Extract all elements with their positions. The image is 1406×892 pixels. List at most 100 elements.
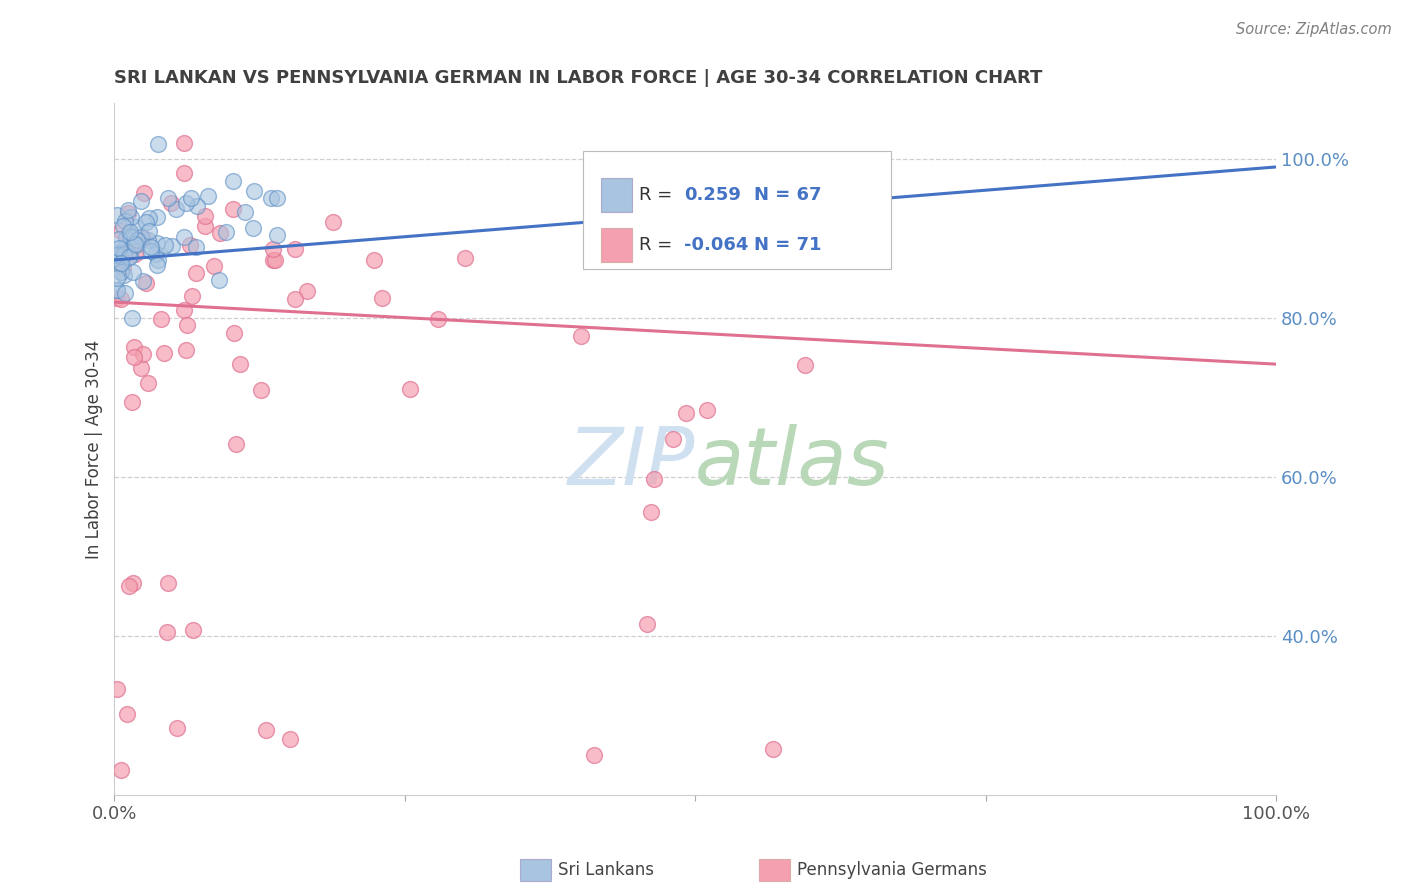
Point bbox=[124, 247, 146, 261]
Text: Sri Lankans: Sri Lankans bbox=[558, 861, 654, 879]
Point bbox=[582, 748, 605, 763]
Point bbox=[222, 326, 245, 340]
Point bbox=[165, 202, 187, 216]
Point bbox=[139, 240, 162, 254]
Point bbox=[118, 250, 141, 264]
Point bbox=[105, 248, 128, 262]
Point bbox=[793, 358, 815, 372]
Point bbox=[173, 302, 195, 317]
Point bbox=[186, 199, 208, 213]
Point bbox=[115, 706, 138, 721]
Point bbox=[146, 253, 169, 268]
Point bbox=[266, 227, 288, 242]
Point bbox=[107, 246, 129, 260]
Text: 0.259: 0.259 bbox=[685, 186, 741, 203]
Point bbox=[131, 230, 153, 244]
Point bbox=[112, 268, 135, 282]
Point bbox=[427, 311, 450, 326]
Point bbox=[173, 166, 195, 180]
Text: SRI LANKAN VS PENNSYLVANIA GERMAN IN LABOR FORCE | AGE 30-34 CORRELATION CHART: SRI LANKAN VS PENNSYLVANIA GERMAN IN LAB… bbox=[114, 69, 1043, 87]
Point bbox=[124, 238, 146, 252]
Point bbox=[105, 291, 128, 305]
Point bbox=[179, 238, 201, 252]
Point bbox=[208, 273, 231, 287]
Point bbox=[243, 184, 266, 198]
Point bbox=[242, 220, 264, 235]
Point bbox=[295, 285, 318, 299]
Point bbox=[569, 329, 592, 343]
Point bbox=[122, 350, 145, 364]
Point bbox=[110, 763, 132, 777]
Point bbox=[138, 211, 160, 226]
Point bbox=[186, 266, 208, 280]
Point bbox=[138, 224, 160, 238]
Point bbox=[264, 252, 287, 267]
Point bbox=[118, 579, 141, 593]
Text: ZIP: ZIP bbox=[568, 424, 695, 502]
Point bbox=[173, 136, 195, 150]
Point bbox=[284, 242, 307, 256]
Text: R =: R = bbox=[640, 236, 678, 254]
Point bbox=[249, 383, 271, 397]
Point bbox=[110, 249, 132, 263]
Point bbox=[110, 265, 132, 279]
Text: R =: R = bbox=[640, 186, 678, 203]
Point bbox=[114, 285, 136, 300]
Point bbox=[117, 206, 139, 220]
Point bbox=[114, 214, 136, 228]
Point bbox=[146, 211, 169, 225]
Point bbox=[173, 229, 195, 244]
Point bbox=[160, 239, 183, 253]
Point bbox=[607, 155, 630, 169]
Point bbox=[215, 226, 238, 240]
Point bbox=[160, 196, 183, 211]
Point bbox=[131, 274, 153, 288]
Point bbox=[150, 312, 173, 326]
Point bbox=[176, 318, 198, 332]
Point bbox=[661, 432, 683, 446]
Point bbox=[197, 189, 219, 203]
Point bbox=[266, 190, 288, 204]
Point bbox=[120, 228, 142, 243]
Point bbox=[120, 230, 142, 244]
Point bbox=[156, 191, 179, 205]
Point bbox=[194, 209, 217, 223]
Point bbox=[181, 623, 204, 637]
Point bbox=[225, 437, 247, 451]
Point bbox=[643, 472, 665, 486]
Point bbox=[120, 249, 142, 263]
Point bbox=[114, 230, 136, 244]
Point bbox=[131, 361, 153, 376]
Text: Source: ZipAtlas.com: Source: ZipAtlas.com bbox=[1236, 22, 1392, 37]
Point bbox=[107, 241, 129, 255]
Point bbox=[135, 215, 157, 229]
Point bbox=[121, 395, 143, 409]
Point bbox=[146, 236, 169, 251]
Point bbox=[112, 241, 135, 255]
Point bbox=[262, 252, 284, 267]
Point bbox=[127, 233, 149, 247]
Point bbox=[111, 257, 134, 271]
Point bbox=[112, 247, 135, 261]
Y-axis label: In Labor Force | Age 30-34: In Labor Force | Age 30-34 bbox=[86, 340, 103, 558]
Point bbox=[174, 195, 197, 210]
Point bbox=[112, 219, 135, 233]
Point bbox=[254, 723, 277, 737]
Point bbox=[145, 246, 167, 260]
Point bbox=[229, 357, 252, 371]
Point bbox=[114, 244, 136, 258]
Point bbox=[180, 191, 202, 205]
Point bbox=[280, 732, 302, 747]
Point bbox=[111, 245, 134, 260]
Point bbox=[110, 256, 132, 270]
Point bbox=[125, 220, 148, 235]
Point bbox=[454, 252, 477, 266]
Point bbox=[181, 289, 204, 303]
Point bbox=[132, 231, 155, 245]
Point bbox=[129, 194, 152, 208]
Point bbox=[105, 208, 128, 222]
Point bbox=[108, 232, 131, 246]
Point bbox=[675, 406, 697, 420]
Point bbox=[117, 202, 139, 217]
Text: Pennsylvania Germans: Pennsylvania Germans bbox=[797, 861, 987, 879]
